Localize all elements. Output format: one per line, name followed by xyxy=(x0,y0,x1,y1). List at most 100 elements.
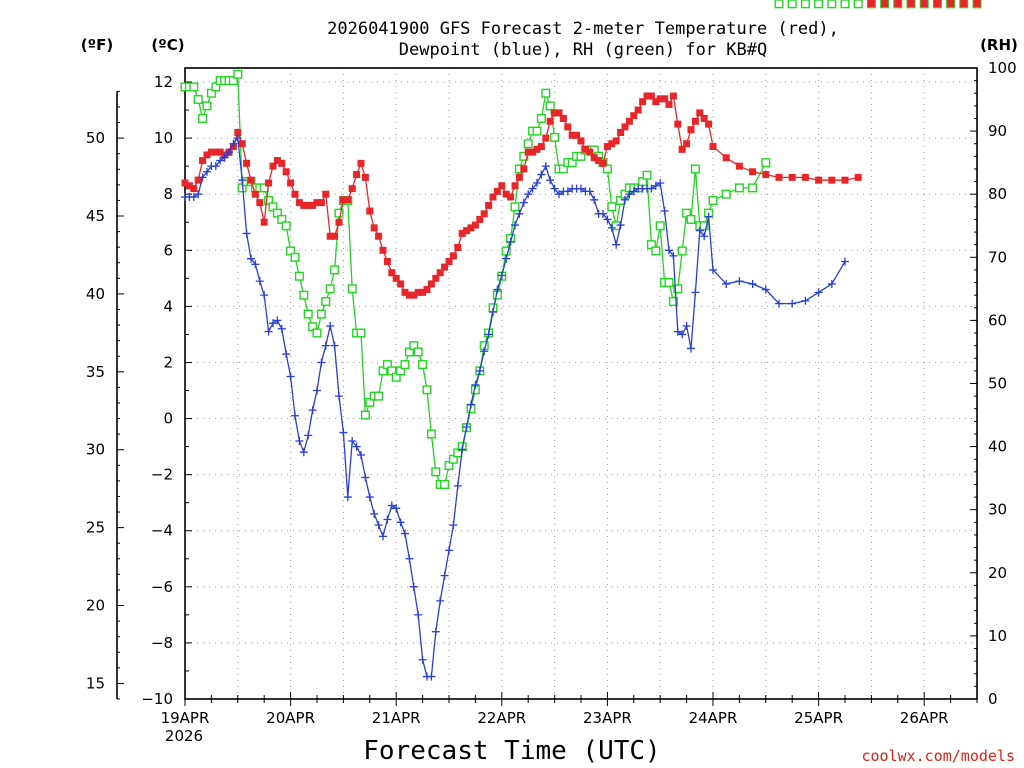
temperature-point xyxy=(595,157,603,165)
fahrenheit-unit-label: (ºF) xyxy=(81,36,113,54)
dewpoint-point xyxy=(255,277,264,286)
temperature-point xyxy=(639,98,647,106)
temperature-point xyxy=(788,173,796,181)
temperature-point xyxy=(511,182,519,190)
dewpoint-point xyxy=(374,521,383,530)
time-tick-sublabel: 2026 xyxy=(165,727,203,745)
temperature-point xyxy=(696,109,704,117)
time-tick-label: 19APR xyxy=(161,709,210,727)
rh-unit-label: (RH) xyxy=(980,36,1018,54)
temperature-point xyxy=(287,179,295,187)
celsius-tick-label: −6 xyxy=(151,578,173,596)
temperature-point xyxy=(423,286,431,294)
temperature-point xyxy=(749,168,757,176)
temperature-point xyxy=(608,140,616,148)
temperature-point xyxy=(269,162,277,170)
temperature-point xyxy=(625,117,633,125)
dewpoint-point xyxy=(304,431,313,440)
temperature-point xyxy=(449,252,457,260)
rh-tick-label: 10 xyxy=(988,627,1007,645)
temperature-point xyxy=(322,190,330,198)
temperature-point xyxy=(344,196,352,204)
rh-point xyxy=(668,296,678,306)
temperature-point xyxy=(652,98,660,106)
rh-point xyxy=(853,0,863,9)
fahrenheit-tick-label: 45 xyxy=(86,207,105,225)
temperature-point xyxy=(379,246,387,254)
rh-point xyxy=(294,271,304,281)
dewpoint-point xyxy=(585,187,594,196)
celsius-axis: 12 10 8 6 4 2 0 −2 −4 −6 −8 −10 xyxy=(141,73,192,708)
celsius-tick-label: 8 xyxy=(163,185,173,203)
dewpoint-point xyxy=(489,307,497,316)
dewpoint-point xyxy=(436,596,445,605)
rh-point xyxy=(418,360,428,370)
temperature-point xyxy=(621,123,629,131)
temperature-point xyxy=(441,263,449,271)
dewpoint-point xyxy=(599,209,607,218)
rh-point xyxy=(655,221,665,231)
dewpoint-point xyxy=(295,436,304,445)
temperature-point xyxy=(551,109,559,117)
temperature-point xyxy=(291,190,299,198)
dewpoint-point xyxy=(462,422,471,431)
dewpoint-point xyxy=(286,372,295,381)
temperature-point xyxy=(454,243,462,251)
temperature-point xyxy=(353,171,361,179)
temperature-point xyxy=(471,221,479,229)
rh-point xyxy=(721,189,731,199)
gridlines xyxy=(185,68,978,700)
dewpoint-point xyxy=(533,178,541,187)
dewpoint-point xyxy=(233,134,242,143)
rh-tick-label: 40 xyxy=(988,438,1007,456)
temperature-point xyxy=(533,145,541,153)
temperature-point xyxy=(383,258,391,266)
fahrenheit-tick-label: 15 xyxy=(86,674,105,692)
temperature-point xyxy=(405,291,413,299)
temperature-point xyxy=(555,109,563,117)
dewpoint-point xyxy=(691,288,700,297)
dewpoint-point xyxy=(467,400,475,409)
temperature-point xyxy=(599,159,607,167)
chart-title-line2: Dewpoint (blue), RH (green) for KB#Q xyxy=(399,40,767,60)
temperature-point xyxy=(203,151,211,159)
temperature-point xyxy=(476,215,484,223)
rh-point xyxy=(202,101,212,111)
dewpoint-point xyxy=(735,277,744,286)
rh-point xyxy=(536,113,546,123)
temperature-point xyxy=(243,159,251,167)
rh-point xyxy=(330,265,340,275)
rh-point xyxy=(800,0,810,9)
dewpoint-point xyxy=(480,347,489,356)
rh-point xyxy=(761,158,771,168)
temperature-point xyxy=(410,291,418,299)
rh-point xyxy=(325,284,335,294)
dewpoint-point xyxy=(273,316,282,325)
rh-point xyxy=(347,284,357,294)
temperature-point xyxy=(669,92,677,100)
chart-title-line1: 2026041900 GFS Forecast 2-meter Temperat… xyxy=(327,19,839,39)
dewpoint-point xyxy=(590,195,599,204)
dewpoint-point xyxy=(555,190,563,199)
credit-link[interactable]: coolwx.com/models xyxy=(861,747,1015,765)
temperature-point xyxy=(331,232,339,240)
temperature-point xyxy=(647,92,655,100)
temperature-point xyxy=(581,145,589,153)
dewpoint-point xyxy=(541,162,550,171)
dewpoint-point xyxy=(603,215,612,224)
time-tick-label: 21APR xyxy=(372,709,421,727)
rh-point xyxy=(677,246,687,256)
dewpoint-point xyxy=(458,445,467,454)
temperature-point xyxy=(238,140,246,148)
dewpoint-point xyxy=(379,532,387,541)
temperature-point xyxy=(348,185,356,193)
temperature-point xyxy=(375,232,383,240)
dewpoint-point xyxy=(678,330,687,339)
rh-point xyxy=(193,95,203,105)
dewpoint-point xyxy=(577,184,585,193)
rh-point xyxy=(422,385,432,395)
temperature-point xyxy=(436,269,444,277)
temperature-point xyxy=(463,227,471,235)
temperature-point xyxy=(590,154,598,162)
dewpoint-point xyxy=(383,515,392,524)
